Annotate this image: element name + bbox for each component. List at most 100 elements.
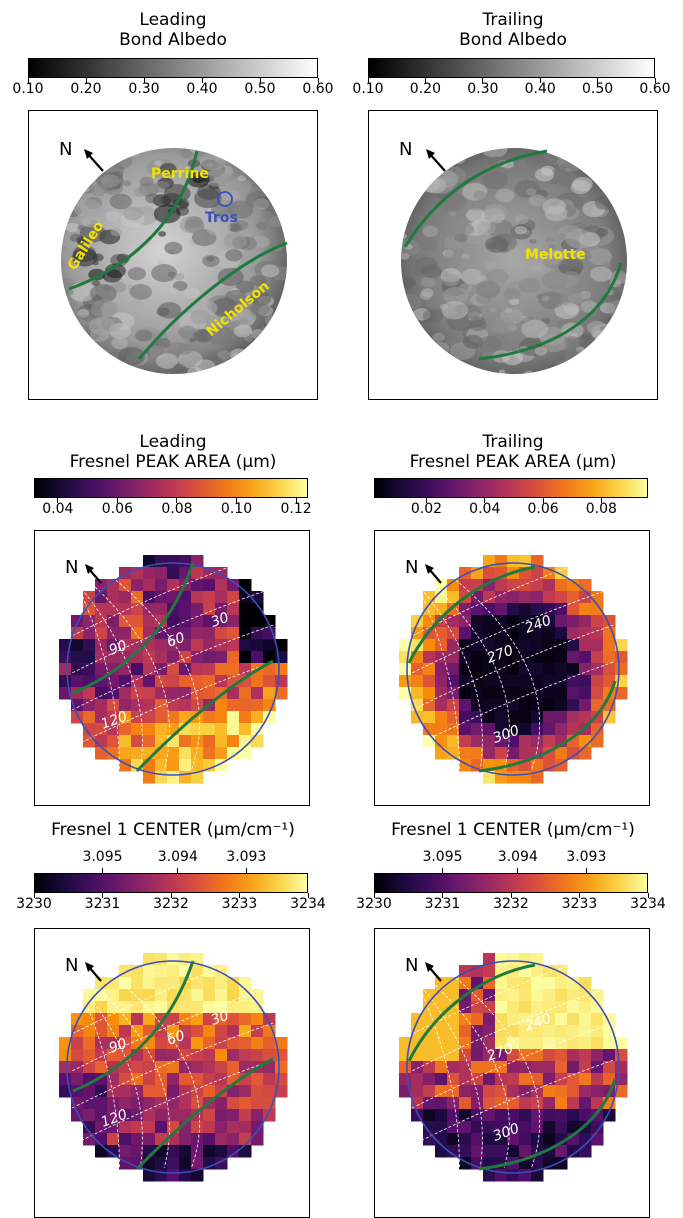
albedo-patch — [481, 148, 508, 158]
heatmap-cell — [519, 1037, 532, 1050]
heatmap-cell — [567, 663, 580, 676]
heatmap-cell — [83, 1097, 96, 1110]
heatmap-cell — [579, 1061, 592, 1074]
heatmap-cell — [179, 1169, 192, 1182]
north-label: N — [65, 955, 78, 976]
heatmap-cell — [203, 579, 216, 592]
heatmap-cell — [555, 639, 568, 652]
heatmap-cell — [495, 977, 508, 990]
heatmap-cell — [459, 1145, 472, 1158]
heatmap-cell — [167, 567, 180, 580]
heatmap-cell — [507, 1169, 520, 1182]
heatmap-cell — [107, 1097, 120, 1110]
heatmap-cell — [107, 1133, 120, 1146]
heatmap-cell — [251, 1085, 264, 1098]
albedo-patch — [521, 319, 548, 339]
heatmap-cell — [191, 711, 204, 724]
heatmap-cell — [543, 1133, 556, 1146]
albedo-trailing-boundary-south — [478, 262, 623, 361]
albedo-patch — [76, 240, 84, 245]
albedo-patch — [62, 181, 88, 199]
heatmap-cell — [83, 1037, 96, 1050]
colorbar-tick — [33, 893, 35, 898]
albedo-patch — [74, 159, 85, 167]
heatmap-cell — [447, 723, 460, 736]
heatmap-cell — [423, 639, 436, 652]
meridian-line — [408, 573, 483, 770]
center-trailing-colorbar — [374, 873, 648, 893]
albedo-patch — [545, 236, 554, 243]
colorbar-tick — [85, 78, 87, 83]
heatmap-cell — [495, 627, 508, 640]
colorbar-tick — [510, 893, 512, 898]
colorbar-tick — [236, 498, 238, 503]
heatmap-cell — [555, 747, 568, 760]
albedo-patch — [529, 238, 537, 244]
heatmap-cell — [95, 627, 108, 640]
colorbar-tick-label: 0.20 — [409, 81, 441, 97]
heatmap-cell — [83, 1121, 96, 1134]
heatmap-cell — [203, 663, 216, 676]
heatmap-cell — [459, 663, 472, 676]
heatmap-cell — [483, 627, 496, 640]
albedo-patch — [557, 148, 580, 157]
heatmap-cell — [83, 1085, 96, 1098]
heatmap-cell — [495, 1085, 508, 1098]
heatmap-cell — [507, 615, 520, 628]
heatmap-cell — [483, 615, 496, 628]
parallel-line — [72, 1022, 274, 1109]
heatmap-cell — [179, 1013, 192, 1026]
heatmap-cell — [107, 615, 120, 628]
heatmap-cell — [555, 723, 568, 736]
albedo-trailing-colorbar — [368, 58, 655, 78]
heatmap-cell — [119, 1085, 132, 1098]
albedo-patch — [264, 315, 280, 326]
heatmap-cell — [239, 711, 252, 724]
heatmap-cell — [71, 651, 84, 664]
heatmap-cell — [191, 627, 204, 640]
heatmap-cell — [155, 1097, 168, 1110]
terrain-boundary — [72, 562, 195, 695]
heatmap-cell — [143, 591, 156, 604]
albedo-patch — [194, 188, 222, 209]
heatmap-cell — [251, 1013, 264, 1026]
heatmap-cell — [531, 591, 544, 604]
heatmap-cell — [447, 735, 460, 748]
heatmap-cell — [399, 1073, 412, 1086]
heatmap-cell — [555, 579, 568, 592]
albedo-patch — [100, 174, 120, 188]
heatmap-cell — [59, 663, 72, 676]
heatmap-cell — [251, 1025, 264, 1038]
heatmap-cell — [95, 1025, 108, 1038]
heatmap-cell — [459, 1085, 472, 1098]
heatmap-cell — [603, 651, 616, 664]
heatmap-cell — [71, 675, 84, 688]
heatmap-cell — [567, 989, 580, 1002]
albedo-patch — [407, 177, 420, 187]
heatmap-cell — [543, 759, 556, 772]
heatmap-cell — [567, 651, 580, 664]
heatmap-cell — [239, 579, 252, 592]
albedo-patch — [518, 277, 541, 294]
heatmap-cell — [459, 1097, 472, 1110]
heatmap-cell — [579, 663, 592, 676]
heatmap-cell — [531, 1037, 544, 1050]
albedo-patch — [606, 300, 627, 318]
colorbar-tick — [307, 893, 309, 898]
feature-label-melotte: Melotte — [525, 247, 586, 263]
heatmap-cell — [227, 735, 240, 748]
heatmap-cell — [519, 1109, 532, 1122]
heatmap-cell — [423, 651, 436, 664]
colorbar-tick-label: 3233 — [221, 896, 258, 912]
heatmap-cell — [471, 603, 484, 616]
heatmap-cell — [507, 603, 520, 616]
heatmap-cell — [615, 663, 628, 676]
albedo-patch — [560, 322, 584, 339]
albedo-patch — [61, 313, 71, 325]
heatmap-cell — [143, 989, 156, 1002]
longitude-label: 90 — [107, 638, 129, 659]
colorbar-tick-label: 0.40 — [186, 81, 218, 97]
heatmap-cell — [131, 989, 144, 1002]
heatmap-cell — [95, 747, 108, 760]
colorbar-tick-label: 3230 — [16, 896, 52, 912]
